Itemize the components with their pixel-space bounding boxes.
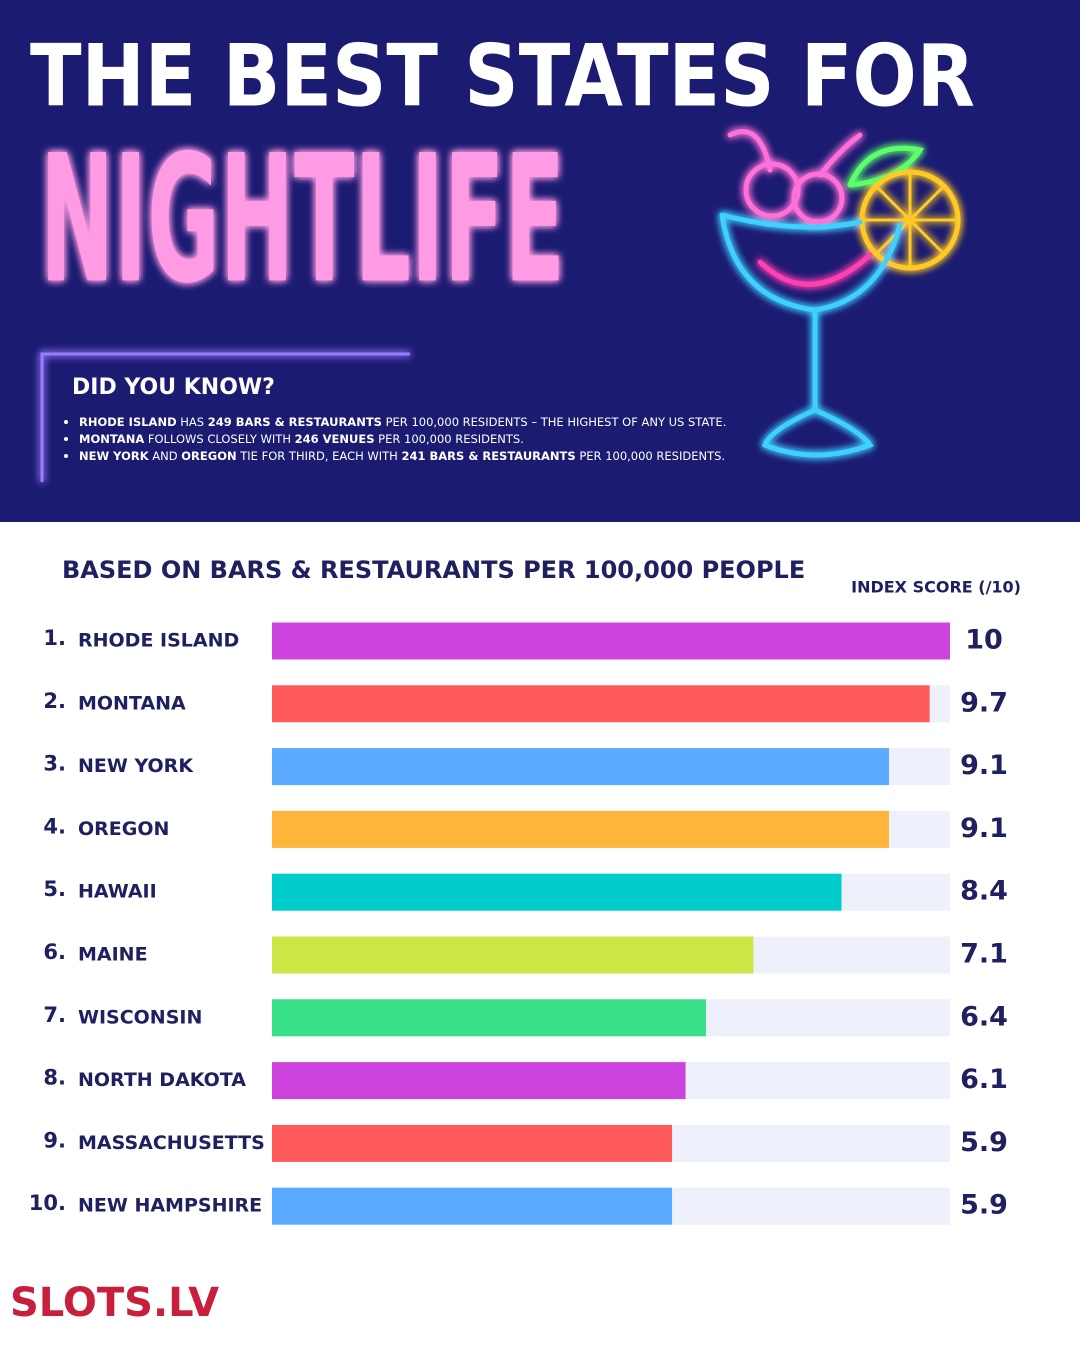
- bullet-segment: 246 VENUES: [295, 432, 375, 446]
- bar: [272, 936, 754, 974]
- bar: [272, 1187, 673, 1225]
- chart-subtitle: BASED ON BARS & RESTAURANTS PER 100,000 …: [62, 556, 805, 584]
- rank-label: 4.: [43, 814, 66, 838]
- bullet-list: RHODE ISLAND HAS 249 BARS & RESTAURANTS …: [64, 415, 726, 463]
- bar: [272, 1062, 686, 1100]
- logo: SLOTS.LV: [10, 1280, 219, 1326]
- category-label: OREGON: [78, 818, 169, 840]
- category-label: WISCONSIN: [78, 1006, 202, 1028]
- callout-border: [40, 352, 410, 482]
- value-label: 6.1: [960, 1064, 1008, 1095]
- did-you-know-heading: DID YOU KNOW?: [72, 375, 275, 400]
- bullet-text: RHODE ISLAND HAS 249 BARS & RESTAURANTS …: [79, 415, 726, 429]
- rank-label: 1.: [43, 626, 66, 650]
- category-label: MAINE: [78, 944, 148, 966]
- title-line2: NIGHTLIFE: [40, 117, 565, 322]
- rank-label: 7.: [43, 1003, 66, 1027]
- value-label: 5.9: [960, 1190, 1008, 1221]
- bullet-dot: [64, 454, 68, 458]
- category-label: MONTANA: [78, 692, 186, 714]
- value-label: 9.1: [960, 750, 1008, 781]
- header-background: [0, 0, 1080, 522]
- value-label: 10: [965, 625, 1003, 656]
- rank-label: 5.: [43, 877, 66, 901]
- bar: [272, 748, 889, 786]
- category-label: NEW HAMPSHIRE: [78, 1195, 262, 1217]
- category-label: HAWAII: [78, 881, 157, 903]
- category-label: MASSACHUSETTS: [78, 1132, 265, 1154]
- value-label: 8.4: [960, 876, 1008, 907]
- rank-label: 8.: [43, 1066, 66, 1090]
- bullet-segment: PER 100,000 RESIDENTS – THE HIGHEST OF A…: [382, 415, 726, 429]
- rank-label: 3.: [43, 752, 66, 776]
- value-label: 6.4: [960, 1001, 1008, 1032]
- bar: [272, 622, 950, 660]
- bar: [272, 685, 930, 723]
- bullet-text: MONTANA FOLLOWS CLOSELY WITH 246 VENUES …: [79, 432, 524, 446]
- bullet-dot: [64, 420, 68, 424]
- bar-chart: 1. RHODE ISLAND 10 2. MONTANA 9.7 3. NEW YORK 9.…: [29, 622, 1008, 1225]
- bar: [272, 1124, 673, 1162]
- value-label: 9.7: [960, 687, 1008, 718]
- value-label: 5.9: [960, 1127, 1008, 1158]
- category-label: NEW YORK: [78, 755, 194, 777]
- bullet-segment: FOLLOWS CLOSELY WITH: [144, 432, 294, 446]
- bullet-dot: [64, 437, 68, 441]
- bullet-segment: OREGON: [181, 449, 236, 463]
- bar: [272, 810, 889, 848]
- bullet-text: NEW YORK AND OREGON TIE FOR THIRD, EACH …: [79, 449, 725, 463]
- bullet-segment: PER 100,000 RESIDENTS.: [375, 432, 524, 446]
- bullet-segment: AND: [149, 449, 182, 463]
- title-line1: THE BEST STATES FOR: [30, 26, 975, 126]
- value-label: 9.1: [960, 813, 1008, 844]
- rank-label: 10.: [29, 1191, 66, 1215]
- value-label: 7.1: [960, 939, 1008, 970]
- rank-label: 6.: [43, 940, 66, 964]
- bullet-segment: TIE FOR THIRD, EACH WITH: [237, 449, 402, 463]
- rank-label: 2.: [43, 689, 66, 713]
- bullet-segment: NEW YORK: [79, 449, 150, 463]
- rank-label: 9.: [43, 1128, 66, 1152]
- bullet-segment: PER 100,000 RESIDENTS.: [576, 449, 725, 463]
- bar: [272, 873, 842, 911]
- bar: [272, 999, 706, 1037]
- bullet-segment: 249 BARS & RESTAURANTS: [208, 415, 382, 429]
- value-axis-label: INDEX SCORE (/10): [851, 578, 1021, 597]
- bullet-segment: HAS: [177, 415, 208, 429]
- category-label: NORTH DAKOTA: [78, 1069, 246, 1091]
- cocktail-illustration: [719, 129, 961, 458]
- bullet-segment: 241 BARS & RESTAURANTS: [402, 449, 576, 463]
- bullet-segment: RHODE ISLAND: [79, 415, 177, 429]
- category-label: RHODE ISLAND: [78, 630, 239, 652]
- bullet-segment: MONTANA: [79, 432, 144, 446]
